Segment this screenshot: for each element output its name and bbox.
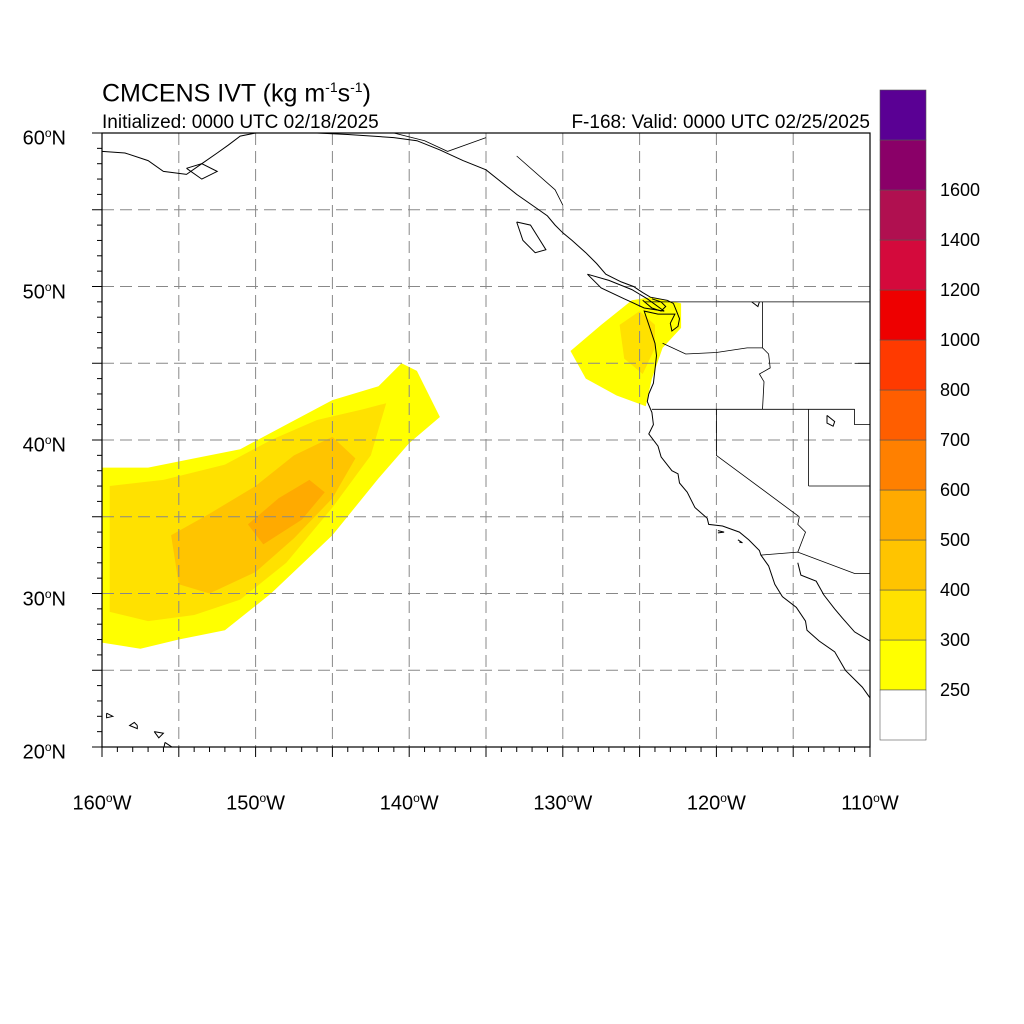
colorbar-swatch-1400 [879,189,927,241]
colorbar-label-1400: 1400 [940,230,981,250]
colorbar-label-700: 700 [940,430,971,450]
ivt-region-500 [247,479,325,545]
lat-label-20: 20oN [22,740,66,764]
coastline [737,539,743,544]
colorbar-label-1200: 1200 [940,280,981,300]
lat-label-60: 60oN [22,126,66,150]
coastline [587,273,665,312]
coastline [516,221,547,254]
colorbar-swatch-400 [879,539,927,591]
coastline [751,301,760,308]
boundary-line [760,551,870,574]
lat-label-30: 30oN [22,586,66,611]
ivt-region-300 [619,311,655,374]
boundary-line [854,409,870,426]
coastline [826,415,836,427]
coastline [153,731,165,739]
valid-time: F-168: Valid: 0000 UTC 02/25/2025 [571,112,870,133]
ivt-shading-layer [102,297,682,649]
colorbar-swatch-1200 [879,239,927,291]
colorbar-swatch-1800 [879,89,927,141]
colorbar-swatch-600 [879,439,927,491]
coastline [797,562,870,642]
colorbar-label-400: 400 [940,580,971,600]
boundary-line [758,347,771,410]
colorbar-swatch-below [879,689,927,741]
colorbar-swatch-800 [879,339,927,391]
lon-label-160: 160oW [72,791,132,815]
colorbar-label-1000: 1000 [940,330,981,350]
boundary-line [662,342,763,355]
coastline [102,133,256,175]
lat-label-40: 40oN [22,433,66,457]
colorbar-label-800: 800 [940,380,971,400]
colorbar-label-1600: 1600 [940,180,981,200]
map-title: CMCENS IVT (kg m-1s-1) [102,79,371,108]
graticule [102,133,870,747]
coastline [186,163,219,180]
boundary-line [516,155,564,206]
colorbar-swatch-500 [879,489,927,541]
lon-label-140: 140oW [379,791,439,815]
colorbar-label-500: 500 [940,530,971,550]
lat-label-50: 50oN [22,279,66,304]
coastline [717,530,725,534]
coastlines [102,133,870,747]
lon-label-110: 110oW [841,791,899,815]
colorbar [879,89,927,741]
boundary-line [393,133,487,152]
boundary-line [797,516,806,553]
lon-label-120: 120oW [686,791,746,815]
coastline [642,298,667,312]
political-boundaries [393,133,870,574]
colorbar-label-250: 250 [940,680,971,700]
colorbar-swatch-250 [879,639,927,691]
colorbar-swatch-700 [879,389,927,441]
coastline [106,712,115,719]
lon-label-130: 130oW [533,791,593,815]
coastline [316,133,674,304]
lon-label-150: 150oW [226,791,286,815]
axis-ticks [92,132,871,757]
colorbar-label-600: 600 [940,480,971,500]
initialized-time: Initialized: 0000 UTC 02/18/2025 [102,112,379,133]
colorbar-swatch-1000 [879,289,927,341]
colorbar-swatch-1600 [879,139,927,191]
boundary-line [716,409,800,518]
coastline [163,741,173,747]
colorbar-swatch-300 [879,589,927,641]
coastline [128,721,138,730]
coastline [643,303,870,699]
colorbar-label-300: 300 [940,630,971,650]
